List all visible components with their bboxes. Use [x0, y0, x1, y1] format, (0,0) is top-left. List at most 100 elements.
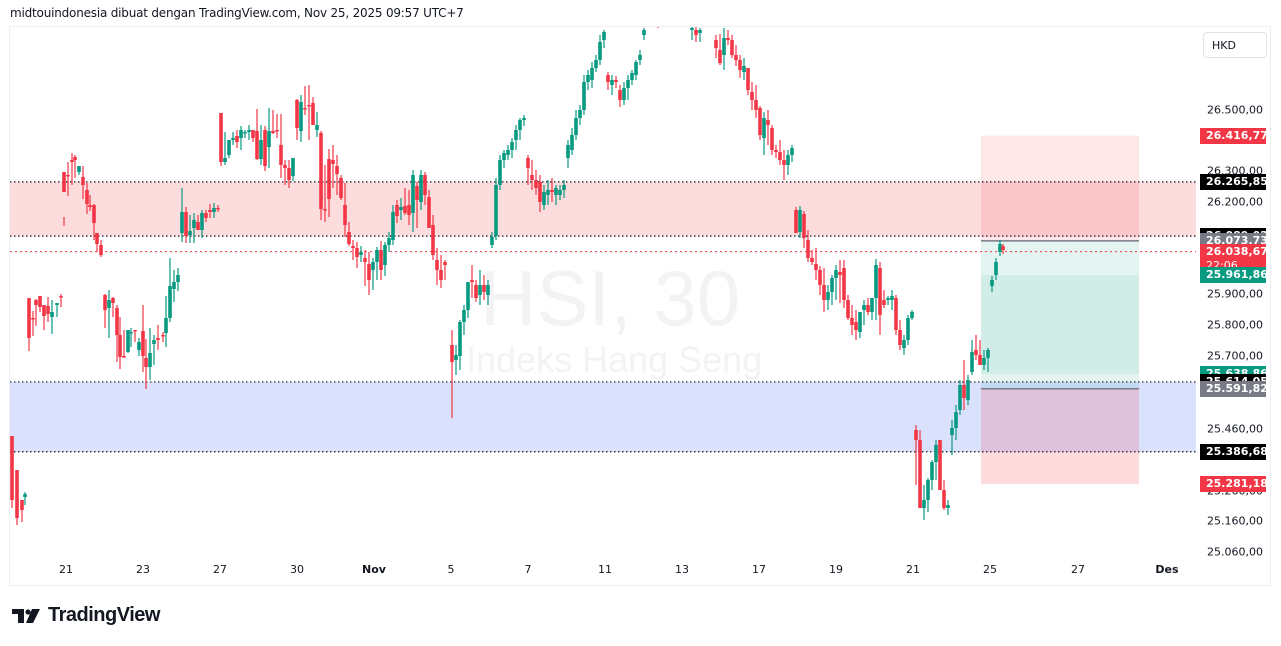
- candle-body: [435, 260, 439, 270]
- candle-body: [311, 103, 315, 125]
- candle-body: [994, 262, 998, 275]
- candle-body: [534, 180, 538, 188]
- candle-body: [419, 175, 423, 202]
- candle-body: [176, 275, 180, 282]
- candle-body: [966, 380, 970, 400]
- candle-body: [192, 220, 196, 228]
- candle-body: [978, 355, 982, 365]
- candle-body: [111, 298, 115, 303]
- candle-body: [482, 285, 486, 292]
- price-badge-green: 25.961,86: [1200, 267, 1268, 284]
- candle-body: [46, 306, 50, 314]
- candle-body: [626, 80, 630, 88]
- candle-body: [283, 165, 287, 168]
- candle-body: [450, 345, 454, 362]
- candle-body: [216, 208, 220, 210]
- candle-body: [746, 68, 750, 90]
- position-target-margin: [981, 374, 1139, 389]
- candle-body: [458, 322, 462, 356]
- candle-body: [714, 40, 718, 48]
- price-tick-label: 25.800,00: [1207, 318, 1263, 332]
- candle-body: [38, 296, 42, 307]
- chart-attribution: midtouindonesia dibuat dengan TradingVie…: [10, 6, 464, 20]
- candle-body: [219, 113, 223, 162]
- candle-body: [196, 222, 200, 230]
- candle-body: [339, 178, 343, 198]
- candle-body: [478, 285, 482, 295]
- time-tick-label: 21: [906, 563, 920, 576]
- candle-body: [586, 75, 590, 82]
- price-badge-red: 25.281,18: [1200, 476, 1268, 493]
- candle-body: [474, 285, 478, 298]
- candle-body: [23, 494, 27, 497]
- candle-body: [423, 175, 427, 195]
- position-stop-area: [981, 388, 1139, 485]
- candle-body: [99, 245, 103, 255]
- candle-body: [998, 244, 1002, 252]
- candle-body: [614, 80, 618, 82]
- candle-body: [486, 285, 490, 295]
- candle-body: [762, 118, 766, 138]
- candle-body: [690, 28, 694, 30]
- candle-body: [642, 30, 646, 35]
- tradingview-logo[interactable]: TradingView: [12, 604, 160, 627]
- candle-body: [866, 305, 870, 312]
- time-tick-label: 30: [290, 563, 304, 576]
- supply-zone: [10, 181, 1196, 237]
- time-axis[interactable]: 21 23 27 30 Nov 5 7 11 13 17 19 21 25 27 Des: [10, 563, 1196, 583]
- candle-body: [323, 209, 327, 211]
- candlestick-chart[interactable]: [10, 27, 1196, 585]
- candle-body: [790, 148, 794, 155]
- candle-body: [15, 470, 19, 518]
- candle-body: [794, 210, 798, 233]
- candle-body: [399, 207, 403, 210]
- candle-body: [890, 296, 894, 300]
- candle-body: [129, 332, 133, 334]
- time-tick-label: 27: [1071, 563, 1085, 576]
- candle-body: [66, 175, 70, 177]
- candle-body: [858, 312, 862, 332]
- time-tick-label: 17: [752, 563, 766, 576]
- candle-body: [34, 300, 38, 305]
- candle-body: [622, 88, 626, 100]
- candle-body: [247, 130, 251, 132]
- candle-body: [870, 298, 874, 312]
- candle-body: [570, 135, 574, 150]
- candle-body: [970, 352, 974, 372]
- price-tick-label: 25.460,00: [1207, 422, 1263, 436]
- candle-body: [180, 212, 184, 233]
- candle-body: [786, 155, 790, 165]
- candle-body: [403, 206, 407, 213]
- candle-body: [359, 252, 363, 255]
- candle-body: [188, 231, 192, 235]
- candle-body: [371, 262, 375, 270]
- currency-button[interactable]: HKD: [1203, 32, 1267, 58]
- candle-body: [85, 190, 89, 204]
- candle-body: [126, 330, 130, 352]
- candle-body: [878, 268, 882, 315]
- candle-body: [200, 213, 204, 230]
- candle-body: [982, 358, 986, 365]
- candle-body: [275, 130, 279, 132]
- candle-body: [379, 250, 383, 270]
- candle-body: [335, 166, 339, 174]
- candle-body: [77, 166, 81, 172]
- candle-body: [103, 295, 107, 310]
- candle-body: [726, 38, 730, 40]
- candle-body: [391, 212, 395, 240]
- candle-body: [618, 90, 622, 100]
- candle-body: [510, 142, 514, 150]
- candle-body: [554, 188, 558, 195]
- candle-body: [42, 305, 46, 316]
- candle-body: [208, 210, 212, 212]
- candle-body: [395, 205, 399, 216]
- candle-body: [470, 280, 474, 282]
- candle-body: [742, 66, 746, 72]
- candle-body: [10, 436, 14, 500]
- candle-body: [164, 318, 168, 333]
- candle-body: [638, 55, 642, 60]
- chart-plot-area[interactable]: HSI, 30 Indeks Hang Seng: [10, 27, 1196, 585]
- candle-body: [834, 270, 838, 278]
- candle-body: [774, 150, 778, 152]
- candle-body: [946, 505, 950, 508]
